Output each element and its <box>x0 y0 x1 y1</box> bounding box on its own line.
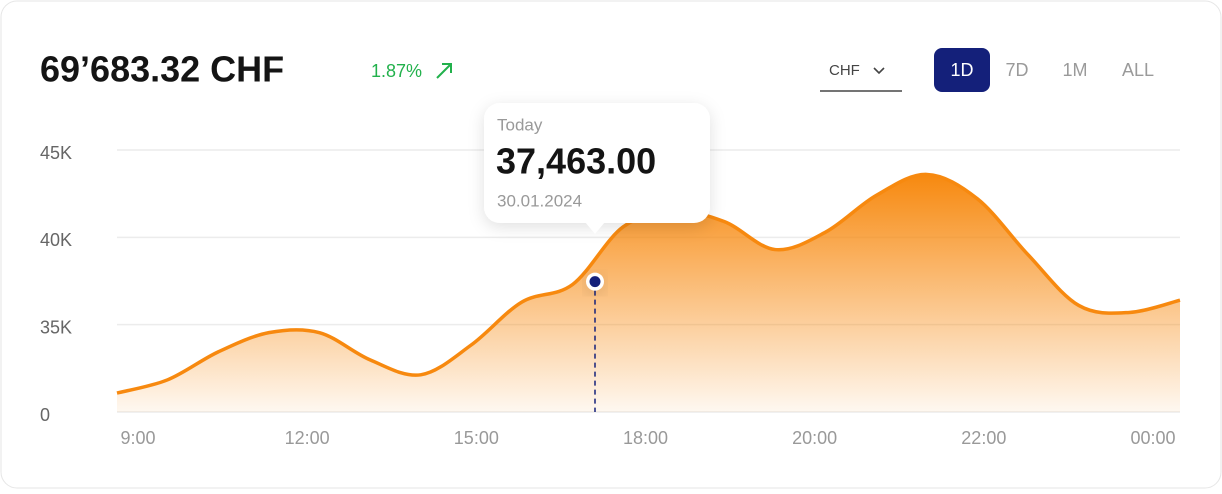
x-tick-label: 00:00 <box>1130 428 1175 448</box>
x-tick-label: 9:00 <box>120 428 155 448</box>
plot: 0 35K 40K 45K 9:00 12:00 15:00 18:00 20:00 22:00 0… <box>40 103 1181 448</box>
active-tab[interactable] <box>934 48 990 92</box>
y-tick-label: 45K <box>40 143 72 163</box>
currency[interactable]: CHF <box>829 62 860 79</box>
chevron <box>873 67 885 75</box>
up-arrow <box>436 63 452 79</box>
area <box>117 174 1180 412</box>
range-tabs: 1D 7D 1M ALL <box>934 48 1154 92</box>
range-tab[interactable]: 1M <box>1062 60 1087 80</box>
x-tick-label: 15:00 <box>454 428 499 448</box>
tooltip-date: 30.01.2024 <box>497 191 582 210</box>
balance: 69’683.32 CHF <box>40 49 284 90</box>
change: 1.87% <box>371 61 422 81</box>
x-tick-label: 12:00 <box>285 428 330 448</box>
range-tab[interactable]: 1D <box>950 60 973 80</box>
currency-select[interactable]: CHF <box>820 62 902 92</box>
range-tab[interactable]: ALL <box>1122 60 1154 80</box>
tooltip-label: Today <box>497 115 543 134</box>
tooltip-value: 37,463.00 <box>496 141 656 182</box>
x-tick-label: 18:00 <box>623 428 668 448</box>
tooltip-tail <box>585 222 605 234</box>
y-tick-label: 40K <box>40 230 72 250</box>
y-tick-label: 35K <box>40 317 72 337</box>
highlight-dot <box>589 276 601 288</box>
range-tab[interactable]: 7D <box>1005 60 1028 80</box>
y-tick-label: 0 <box>40 405 50 425</box>
tooltip <box>484 103 710 223</box>
x-tick-label: 22:00 <box>961 428 1006 448</box>
x-tick-label: 20:00 <box>792 428 837 448</box>
